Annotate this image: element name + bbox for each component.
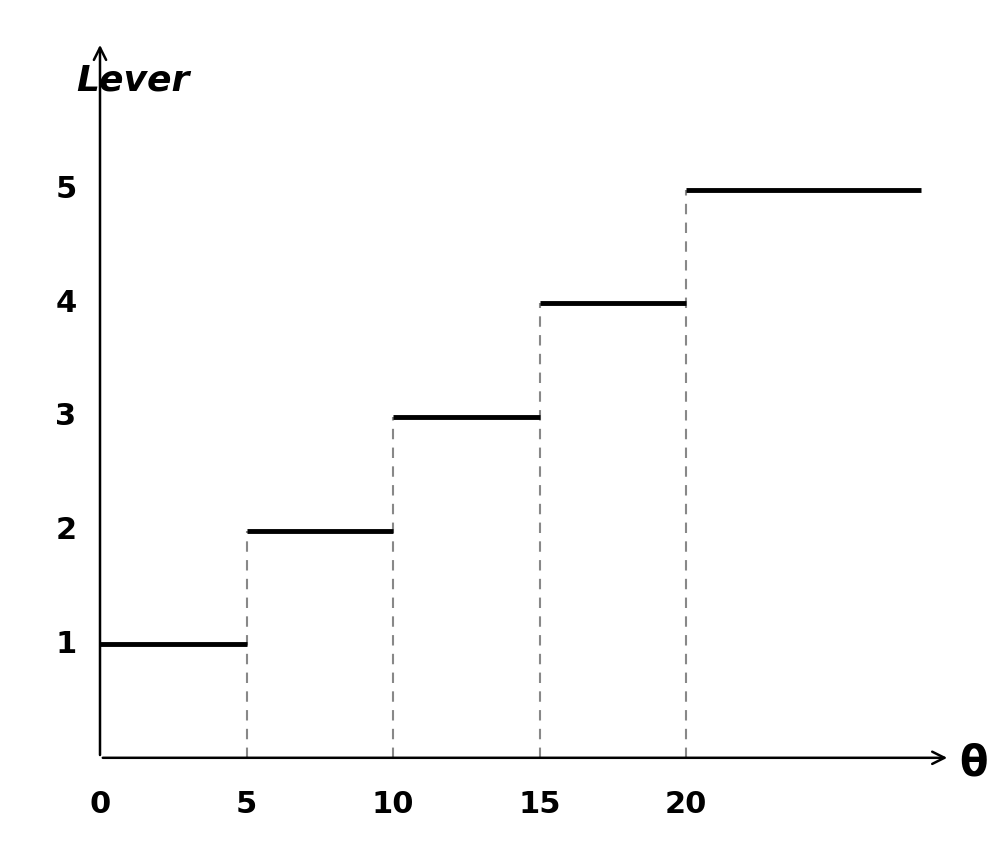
Text: 20: 20 — [665, 790, 707, 818]
Text: 15: 15 — [518, 790, 561, 818]
Text: 1: 1 — [55, 630, 77, 658]
Text: θ: θ — [959, 743, 987, 785]
Text: 10: 10 — [372, 790, 414, 818]
Text: 5: 5 — [236, 790, 257, 818]
Text: 3: 3 — [55, 402, 77, 431]
Text: 0: 0 — [89, 790, 111, 818]
Text: 2: 2 — [55, 516, 77, 545]
Text: 5: 5 — [55, 175, 77, 205]
Text: 4: 4 — [55, 289, 77, 318]
Text: Lever: Lever — [77, 64, 190, 98]
